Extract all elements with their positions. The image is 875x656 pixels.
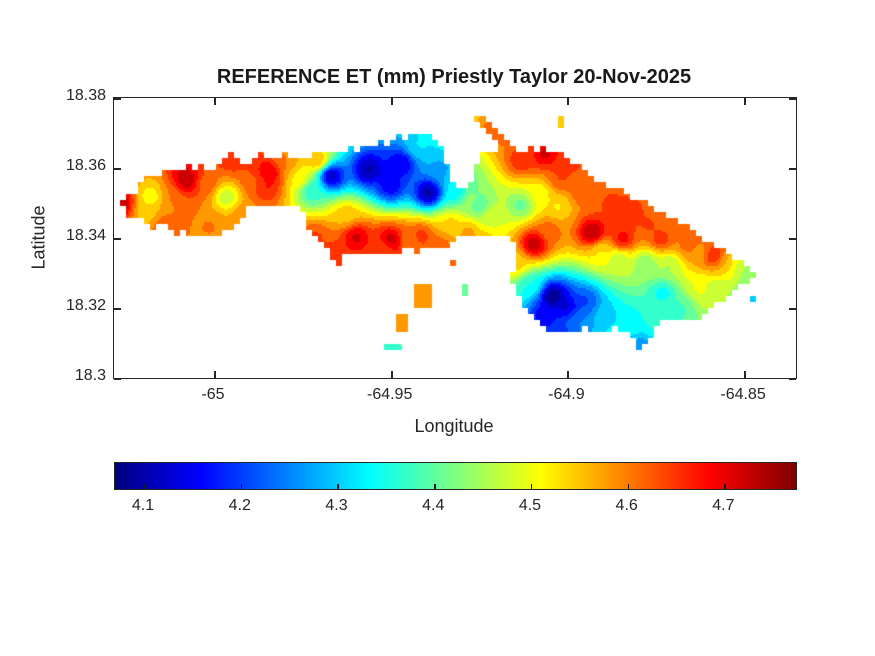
y-tick-mark — [114, 98, 121, 100]
x-tick-mark — [391, 98, 393, 105]
colorbar — [114, 462, 797, 490]
colorbar-tick-mark — [144, 484, 146, 489]
x-tick-label: -64.85 — [720, 386, 766, 403]
x-tick-mark — [567, 98, 569, 105]
colorbar-tick-mark — [530, 484, 533, 489]
y-tick-mark — [789, 378, 796, 380]
y-tick-mark — [789, 98, 796, 100]
x-tick-mark — [214, 371, 216, 378]
colorbar-tick-label: 4.2 — [228, 497, 251, 514]
y-tick-mark — [789, 168, 796, 170]
colorbar-tick-label: 4.3 — [325, 497, 348, 514]
y-tick-mark — [114, 238, 121, 240]
colorbar-tick-mark — [724, 484, 726, 489]
colorbar-tick-label: 4.7 — [712, 497, 735, 514]
colorbar-tick-label: 4.4 — [422, 497, 445, 514]
plot-area — [113, 97, 797, 380]
colorbar-gradient-canvas — [115, 463, 796, 489]
x-tick-mark — [744, 371, 746, 378]
colorbar-tick-mark — [627, 484, 630, 489]
colorbar-tick-mark — [337, 484, 339, 489]
chart-title: REFERENCE ET (mm) Priestly Taylor 20-Nov… — [216, 66, 692, 88]
colorbar-tick-label: 4.6 — [615, 497, 638, 514]
y-tick-label: 18.34 — [65, 227, 106, 244]
x-tick-label: -65 — [201, 386, 225, 403]
y-tick-mark — [114, 168, 121, 170]
y-tick-mark — [789, 238, 796, 240]
y-tick-label: 18.36 — [65, 157, 106, 174]
colorbar-tick-label: 4.5 — [518, 497, 542, 514]
colorbar-tick-label: 4.1 — [131, 497, 155, 514]
x-tick-mark — [214, 98, 216, 105]
colorbar-tick-mark — [434, 484, 436, 489]
y-tick-label: 18.3 — [74, 367, 106, 384]
y-tick-mark — [789, 308, 796, 310]
y-tick-mark — [114, 378, 121, 380]
contour-map-canvas — [114, 98, 796, 378]
x-tick-label: -64.95 — [366, 386, 413, 403]
y-tick-label: 18.38 — [65, 87, 106, 104]
x-tick-mark — [391, 371, 393, 378]
y-tick-label: 18.32 — [65, 297, 106, 314]
colorbar-tick-mark — [240, 484, 243, 489]
x-tick-mark — [744, 98, 746, 105]
y-tick-mark — [114, 308, 121, 310]
x-tick-mark — [567, 371, 569, 378]
x-axis-label: Longitude — [414, 416, 494, 436]
x-tick-label: -64.9 — [548, 386, 585, 403]
